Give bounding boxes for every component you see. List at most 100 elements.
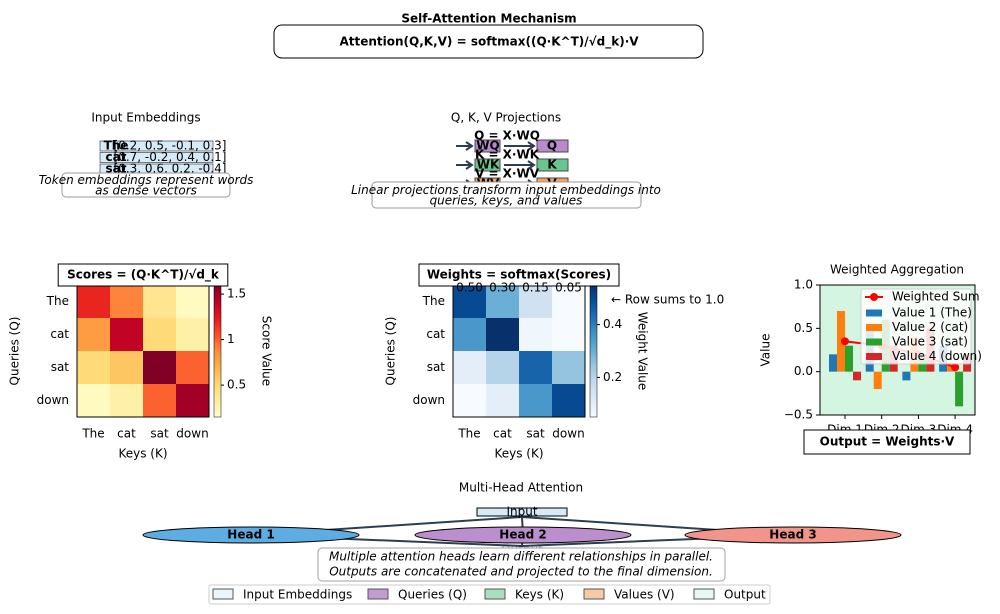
vector: [0.3, 0.6, 0.2, -0.4] (114, 162, 227, 176)
value-label: 0.30 (489, 281, 516, 295)
token-box (99, 140, 214, 152)
heatmap-cell (110, 351, 143, 384)
legend-label: Input Embeddings (243, 588, 352, 602)
panel-title: Input Embeddings (91, 111, 200, 125)
legend-swatch (212, 588, 234, 600)
y-axis-label: Queries (Q) (8, 317, 22, 386)
output-label: Q (547, 139, 557, 153)
head-label: Head 3 (769, 528, 816, 542)
colorbar-tick-label: 0.5 (227, 378, 246, 392)
colorbar-tick-label: 1.5 (227, 287, 246, 301)
y-tick-label: 0.0 (794, 364, 813, 378)
heatmap-cell (77, 318, 110, 351)
equation: V = X·WV (475, 167, 540, 181)
output-label: K (547, 158, 557, 172)
note: Multiple attention heads learn different… (329, 550, 713, 564)
heatmap-cell (176, 384, 209, 417)
heatmap-cell (77, 285, 110, 318)
y-tick-label: sat (51, 360, 70, 374)
legend-label: Value 2 (cat) (892, 320, 968, 334)
panel-title: Weighted Aggregation (830, 263, 964, 277)
heatmap-cell (519, 351, 552, 384)
value-label: 0.50 (456, 281, 483, 295)
token: cat (106, 150, 127, 164)
legend-swatch (866, 309, 882, 317)
legend-swatch (583, 588, 605, 600)
head (142, 526, 360, 544)
y-tick-label: 0.5 (794, 321, 813, 335)
heatmap-cell (453, 318, 486, 351)
note: Outputs are concatenated and projected t… (329, 565, 713, 579)
legend-swatch (866, 324, 882, 331)
legend-swatch (484, 588, 506, 600)
note: Token embeddings represent words as dense… (39, 172, 254, 197)
x-tick-label: cat (493, 427, 512, 441)
head-label: Head 2 (499, 528, 546, 542)
formula: Weights = softmax(Scores) (427, 268, 611, 282)
vector: [0.7, -0.2, 0.4, 0.1] (114, 150, 227, 164)
formula-box (57, 263, 229, 287)
y-tick-label: −0.5 (784, 408, 813, 422)
heatmap-cell (143, 351, 176, 384)
heatmap-cell (453, 351, 486, 384)
heatmap-cell (486, 351, 519, 384)
x-axis-label: Keys (K) (118, 447, 167, 461)
heatmap-cell (77, 351, 110, 384)
legend-label: Weighted Sum (892, 290, 980, 304)
bar (902, 371, 911, 381)
y-tick-label: down (37, 393, 69, 407)
formula-box (803, 429, 971, 455)
heatmap-cell (552, 384, 585, 417)
heatmap-cell (519, 318, 552, 351)
legend-swatch (866, 353, 882, 360)
heatmap-cell (110, 285, 143, 318)
heatmap-cell (486, 384, 519, 417)
legend-swatch (866, 338, 882, 346)
formula-box (418, 263, 620, 287)
colorbar-label: Weight Value (636, 312, 650, 391)
arrow (456, 160, 474, 170)
formula: Attention(Q,K,V) = softmax((Q·K^T)/√d_k)… (339, 35, 639, 50)
token: The (104, 139, 129, 153)
heatmap-cell (453, 384, 486, 417)
value-label: 0.05 (555, 281, 582, 295)
head-label: Head 1 (227, 528, 274, 542)
x-tick-label: down (176, 427, 208, 441)
value-label: 0.15 (522, 281, 549, 295)
x-tick-label: down (552, 427, 584, 441)
legend-box (860, 288, 972, 365)
heatmap-cell (143, 384, 176, 417)
colorbar-tick-label: 0.2 (603, 370, 622, 384)
weight-box (474, 139, 501, 153)
formula-box (273, 24, 704, 59)
note-box (371, 181, 642, 209)
heatmap-cell (143, 285, 176, 318)
arrow (504, 160, 536, 170)
heatmap-cell (486, 285, 519, 318)
heatmap-cell (519, 285, 552, 318)
equation: Q = X·WQ (474, 129, 540, 143)
y-tick-label: The (46, 294, 69, 308)
y-axis-label: Value (759, 334, 773, 367)
input-box (476, 507, 568, 517)
heatmap-cell (176, 351, 209, 384)
line-point (841, 337, 849, 346)
legend-label: Keys (K) (515, 588, 564, 602)
panel-title: Q, K, V Projections (451, 111, 561, 125)
legend-label: Value 3 (sat) (892, 335, 968, 349)
token-box (99, 152, 214, 163)
bar (829, 354, 837, 372)
output-box (536, 139, 569, 153)
legend-swatch (367, 588, 389, 600)
x-tick-label: The (457, 427, 480, 441)
colorbar-tick-label: 1 (227, 332, 235, 346)
input-label: Input (506, 505, 537, 519)
weight-box (474, 158, 501, 172)
bar (845, 345, 853, 372)
legend-label: Output (724, 588, 766, 602)
heatmap-cell (453, 285, 486, 318)
heatmap-cell (176, 285, 209, 318)
axes-frame (819, 284, 976, 416)
note-box (317, 547, 726, 582)
arrow (456, 141, 474, 151)
